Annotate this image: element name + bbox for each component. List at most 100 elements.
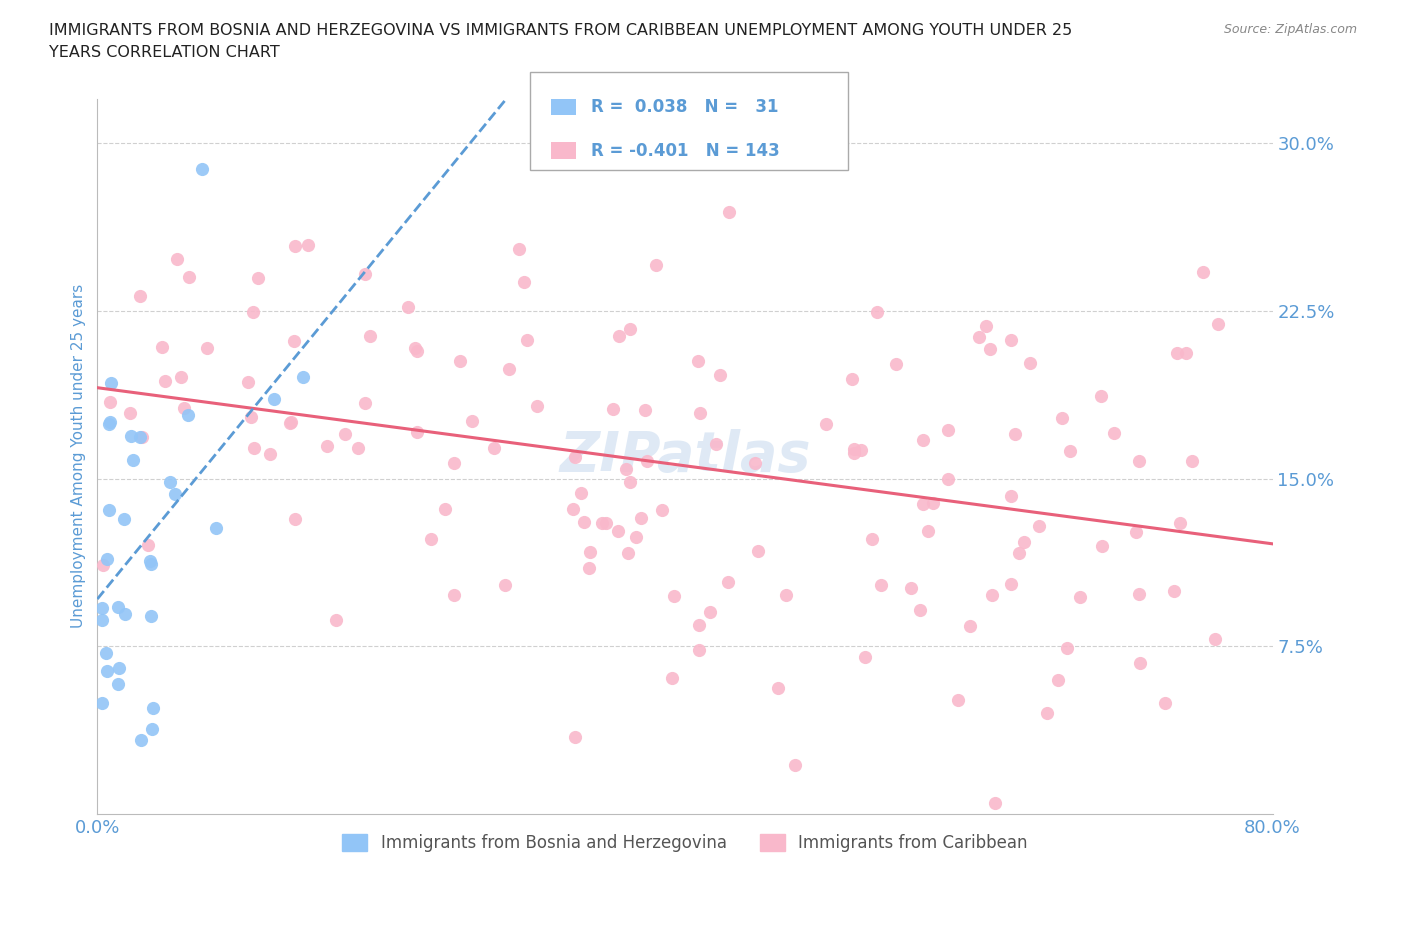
Point xyxy=(630,511,652,525)
Point xyxy=(776,144,799,159)
Point xyxy=(141,722,163,737)
Point xyxy=(900,581,922,596)
Point xyxy=(689,405,711,420)
Point xyxy=(139,553,162,568)
Text: Source: ZipAtlas.com: Source: ZipAtlas.com xyxy=(1223,23,1357,36)
Point xyxy=(1204,631,1226,646)
Point xyxy=(191,161,214,176)
Point xyxy=(283,333,305,348)
Point xyxy=(284,238,307,253)
Point xyxy=(967,329,990,344)
Point xyxy=(562,501,585,516)
Point xyxy=(1059,443,1081,458)
Point xyxy=(93,558,115,573)
Point xyxy=(1050,411,1073,426)
Point xyxy=(204,521,226,536)
Point xyxy=(651,502,673,517)
Point xyxy=(578,560,600,575)
Point xyxy=(461,413,484,428)
Point xyxy=(96,663,118,678)
Point xyxy=(443,455,465,470)
Point xyxy=(614,461,637,476)
Point xyxy=(263,392,285,406)
Point xyxy=(591,515,613,530)
Point xyxy=(709,367,731,382)
Point xyxy=(1153,696,1175,711)
Point xyxy=(90,696,112,711)
Point xyxy=(688,643,710,658)
Point xyxy=(842,441,865,456)
Point xyxy=(1028,518,1050,533)
Point xyxy=(1175,345,1198,360)
Point xyxy=(917,524,939,538)
Text: R =  0.038   N =   31: R = 0.038 N = 31 xyxy=(591,98,778,116)
Point xyxy=(766,681,789,696)
Point xyxy=(177,407,200,422)
Point xyxy=(911,432,934,447)
Point xyxy=(853,650,876,665)
Point xyxy=(717,575,740,590)
Point xyxy=(1170,515,1192,530)
Point xyxy=(564,449,586,464)
Text: YEARS CORRELATION CHART: YEARS CORRELATION CHART xyxy=(49,45,280,60)
Point xyxy=(619,322,641,337)
Point xyxy=(744,456,766,471)
Point xyxy=(346,440,368,455)
Point xyxy=(141,556,163,571)
Point xyxy=(688,618,710,632)
Point xyxy=(747,544,769,559)
Point xyxy=(513,274,536,289)
Point xyxy=(353,266,375,281)
Point xyxy=(662,589,685,604)
Point xyxy=(316,439,339,454)
Point xyxy=(842,445,865,460)
Point xyxy=(706,436,728,451)
Point xyxy=(236,375,259,390)
Point xyxy=(112,512,135,526)
Point xyxy=(571,486,593,501)
Point xyxy=(166,252,188,267)
Point xyxy=(1047,672,1070,687)
Point xyxy=(433,501,456,516)
Point xyxy=(1090,389,1112,404)
Point xyxy=(129,733,152,748)
Point xyxy=(1206,316,1229,331)
Point xyxy=(292,369,315,384)
Point xyxy=(406,425,429,440)
Point xyxy=(131,430,153,445)
Point xyxy=(129,289,152,304)
Point xyxy=(98,417,121,432)
Point xyxy=(616,545,638,560)
Point xyxy=(1166,346,1188,361)
Point xyxy=(1125,525,1147,539)
Point xyxy=(284,512,307,526)
Point xyxy=(405,344,427,359)
Point xyxy=(242,441,264,456)
Point xyxy=(494,578,516,592)
Point xyxy=(841,372,863,387)
Point xyxy=(152,339,174,354)
Point xyxy=(90,601,112,616)
Point xyxy=(100,415,122,430)
Point xyxy=(718,205,741,219)
Point xyxy=(122,453,145,468)
Point xyxy=(170,370,193,385)
Point xyxy=(142,700,165,715)
Point xyxy=(1004,426,1026,441)
Point xyxy=(579,544,602,559)
Point xyxy=(1069,590,1091,604)
Point xyxy=(1128,454,1150,469)
Legend: Immigrants from Bosnia and Herzegovina, Immigrants from Caribbean: Immigrants from Bosnia and Herzegovina, … xyxy=(336,828,1035,859)
Point xyxy=(1056,641,1078,656)
Point xyxy=(1192,264,1215,279)
Point xyxy=(1036,706,1059,721)
Point xyxy=(921,496,943,511)
Point xyxy=(870,578,893,592)
Point xyxy=(564,729,586,744)
Point xyxy=(335,427,357,442)
Point xyxy=(163,486,186,501)
Point xyxy=(1163,583,1185,598)
Point xyxy=(120,405,142,420)
Point xyxy=(645,258,668,272)
Point xyxy=(1128,586,1150,601)
